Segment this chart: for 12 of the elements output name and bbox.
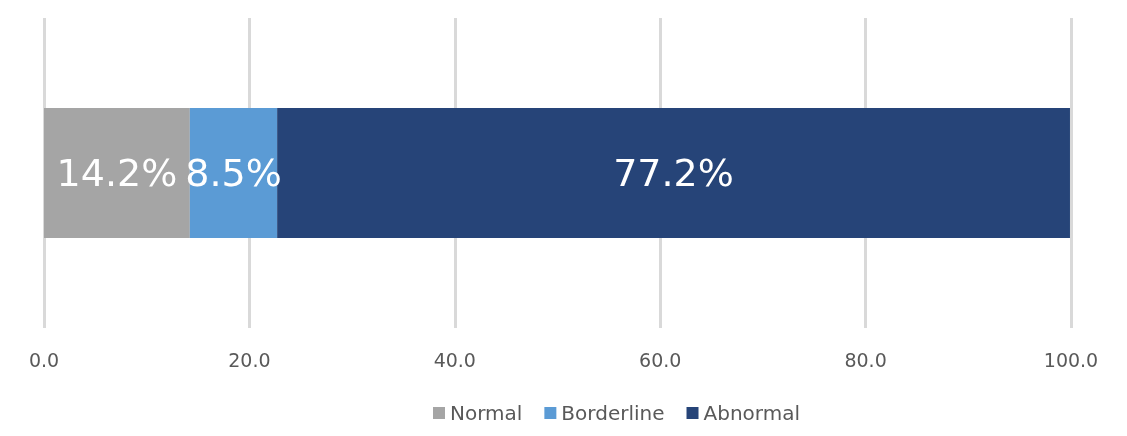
x-tick-label: 40.0	[433, 348, 476, 371]
x-tick-label: 100.0	[1043, 348, 1099, 371]
legend-label: Normal	[450, 401, 523, 425]
x-tick-label: 20.0	[228, 348, 271, 371]
legend-label: Abnormal	[703, 401, 800, 425]
data-label: 77.2%	[613, 151, 734, 195]
x-tick-label: 0.0	[28, 348, 60, 371]
legend-label: Borderline	[561, 401, 665, 425]
x-tick-label: 80.0	[844, 348, 887, 371]
x-tick-label: 60.0	[639, 348, 682, 371]
bar	[44, 107, 190, 239]
data-label: 14.2%	[56, 151, 178, 195]
